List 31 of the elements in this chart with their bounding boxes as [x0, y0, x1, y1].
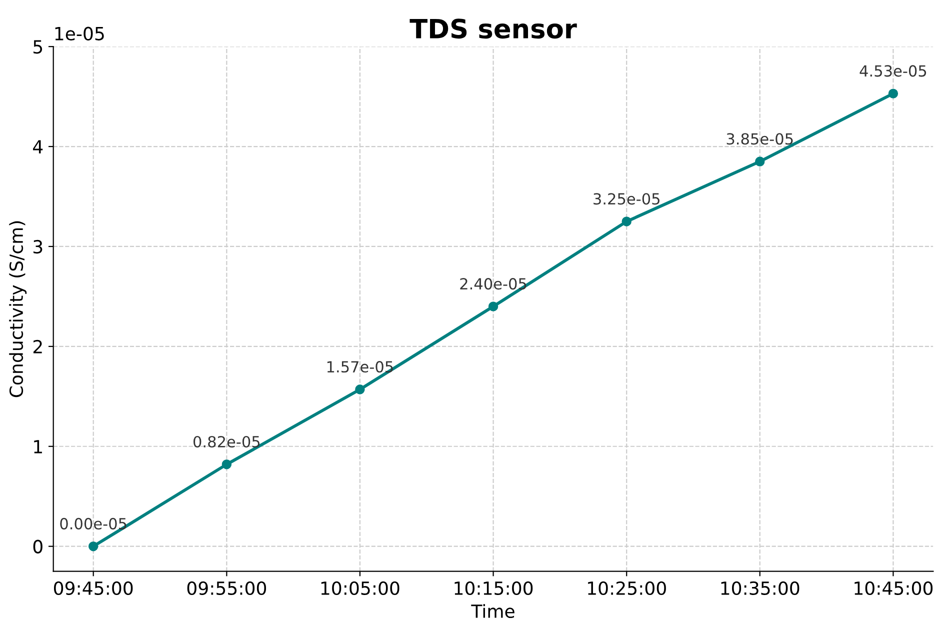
annotation: 0.82e-05 [194, 436, 260, 448]
point [622, 216, 632, 226]
y-tick-label: 3 [34, 240, 42, 254]
x-tick-label: 10:45:00 [854, 581, 933, 596]
point [755, 156, 765, 166]
y-tick-label: 5 [34, 40, 42, 54]
y-tick-label: 0 [33, 540, 42, 554]
text: 1e-05 [55, 26, 104, 40]
chart-title: TDS sensor [410, 18, 577, 39]
point [888, 88, 898, 98]
y-tick-label: 1 [34, 440, 42, 454]
x-tick-label: 10:35:00 [721, 581, 800, 596]
annotation: 1.57e-05 [327, 361, 393, 373]
x-tick-label: 09:55:00 [187, 581, 266, 596]
annotation: 2.40e-05 [460, 278, 526, 290]
x-tick-label: 10:05:00 [321, 581, 400, 596]
point [222, 460, 232, 470]
x-tick-label: 10:15:00 [454, 581, 533, 596]
y-tick-label: 4 [33, 140, 43, 154]
annotation: 3.25e-05 [594, 193, 660, 205]
annotation: 0.00e-05 [60, 518, 126, 530]
x-axis-title: Time [471, 604, 514, 618]
x-tick-label: 09:45:00 [54, 581, 133, 596]
point [88, 541, 98, 552]
annotation: 3.85e-05 [726, 133, 793, 145]
x-tick-label: 10:25:00 [588, 581, 666, 596]
point [355, 384, 365, 394]
annotation: 4.53e-05 [860, 65, 926, 77]
y-axis-title: Conductivity (S/cm) [9, 221, 27, 398]
y-tick-label: 2 [33, 340, 42, 354]
point [488, 302, 498, 312]
